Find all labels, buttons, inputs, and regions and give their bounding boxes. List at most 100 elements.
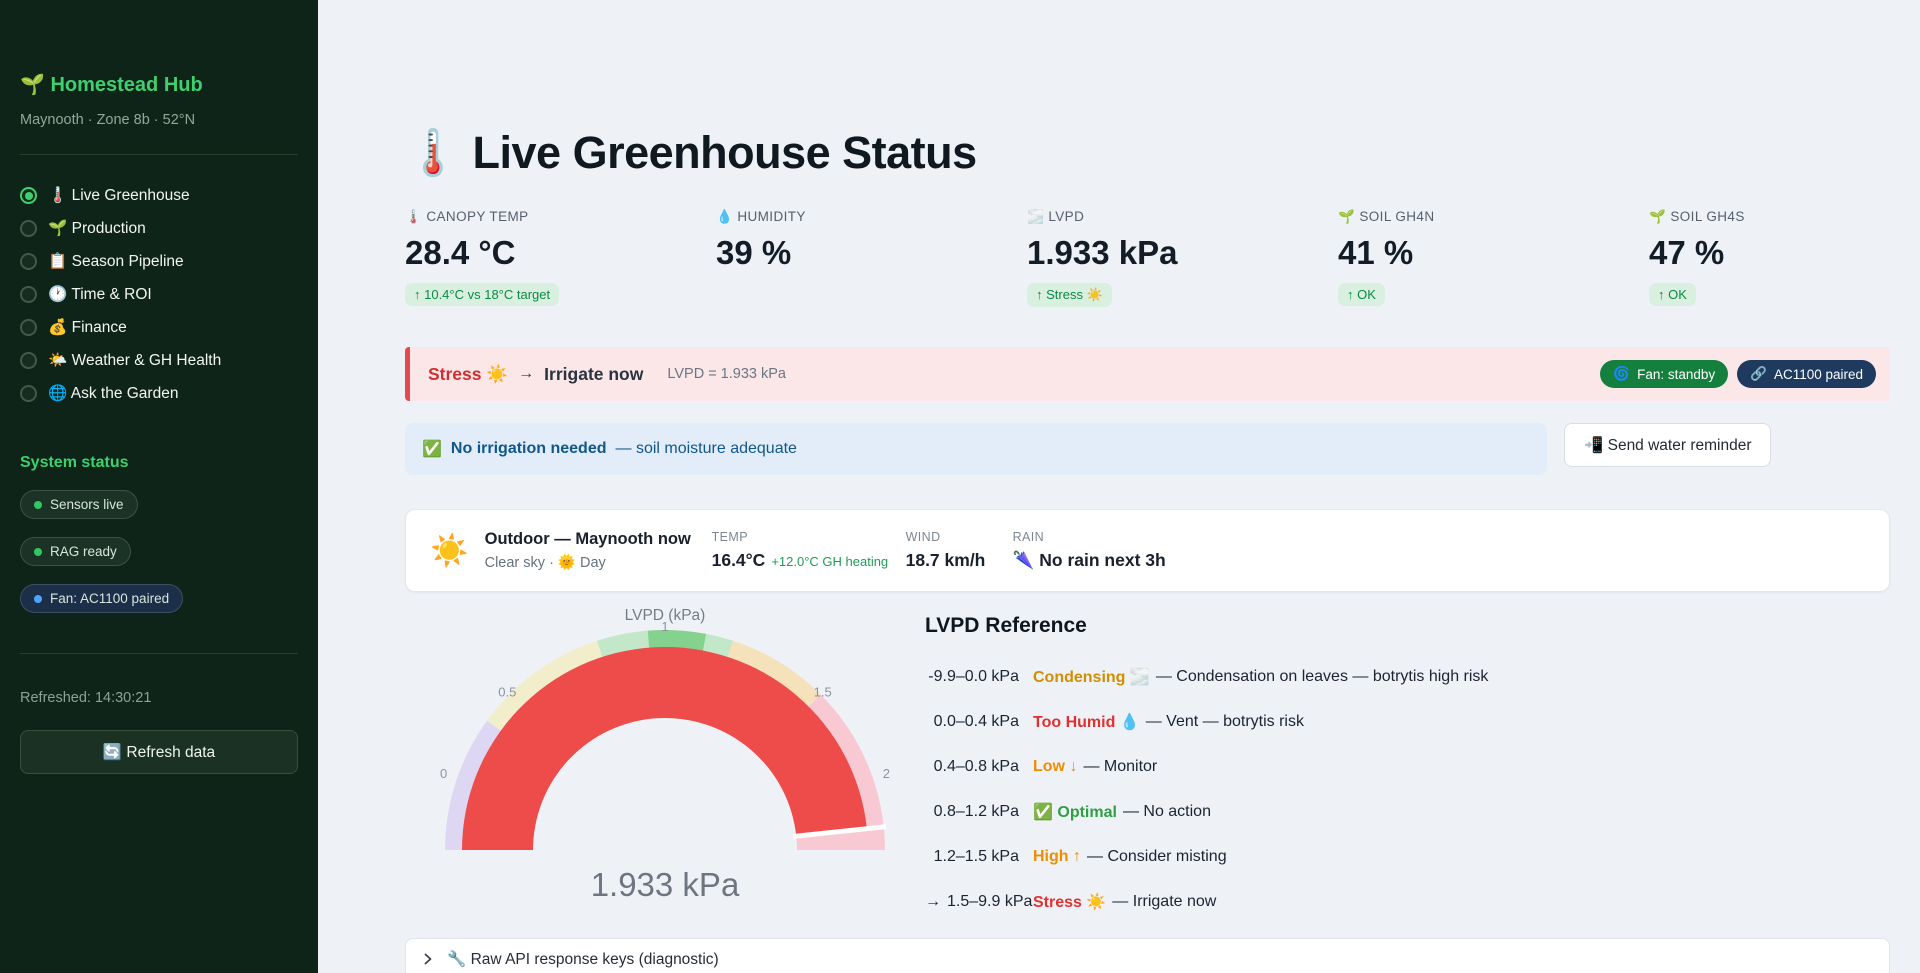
reference-row: 1.2–1.5 kPa High ↑ — Consider misting [925,834,1488,879]
radio-icon [20,352,37,369]
metric-label: 💧 HUMIDITY [716,209,806,224]
sidebar: 🌱 Homestead Hub Maynooth · Zone 8b · 52°… [0,0,318,973]
main-content: 🌡️ Live Greenhouse Status 🌡️ CANOPY TEMP… [318,0,1920,973]
sidebar-item-ask-the-garden[interactable]: 🌐 Ask the Garden [20,377,298,410]
alert-detail: LVPD = 1.933 kPa [667,366,786,382]
reference-desc: — Vent — botrytis risk [1145,712,1304,730]
sidebar-item-time-roi[interactable]: 🕐 Time & ROI [20,278,298,311]
sidebar-item-label: 🌐 Ask the Garden [48,385,179,402]
reference-status: Stress ☀️ [1033,893,1107,911]
sun-icon: ☀️ [430,533,469,568]
wind-label: WIND [905,530,941,544]
sidebar-nav: 🌡️ Live Greenhouse 🌱 Production 📋 Season… [20,179,298,410]
alert-action: Irrigate now [544,363,644,384]
raw-api-expander[interactable]: 🔧 Raw API response keys (diagnostic) [405,938,1890,973]
reference-range: 0.4–0.8 kPa [925,758,1019,776]
sidebar-item-season-pipeline[interactable]: 📋 Season Pipeline [20,245,298,278]
status-dot-icon [34,500,42,509]
reference-rows: -9.9–0.0 kPa Condensing 🌫️ — Condensatio… [925,654,1488,924]
sidebar-item-live-greenhouse[interactable]: 🌡️ Live Greenhouse [20,179,298,212]
current-row-marker: → [925,892,941,910]
metric-value: 1.933 kPa [1027,234,1178,271]
reference-row: 0.0–0.4 kPa Too Humid 💧 — Vent — botryti… [925,699,1488,744]
gauge-svg: 0 0.5 1 1.5 2 LVPD (kPa) 1.933 kPa [440,607,890,903]
status-pill-label: RAG ready [50,544,117,559]
weather-title: Outdoor — Maynooth now [484,530,691,548]
radio-icon [20,385,37,402]
check-icon: ✅ [422,441,442,458]
status-pill-rag: RAG ready [20,537,131,566]
metrics-row: 🌡️ CANOPY TEMP 28.4 °C ↑ 10.4°C vs 18°C … [405,209,1890,307]
range-text: 0.0–0.4 kPa [933,712,1019,730]
metric-delta-badge: ↑ Stress ☀️ [1027,283,1112,307]
sidebar-item-production[interactable]: 🌱 Production [20,212,298,245]
sidebar-item-label: 🌡️ Live Greenhouse [48,187,190,204]
status-dot-icon [34,547,42,556]
stress-alert-banner: Stress ☀️ → Irrigate now LVPD = 1.933 kP… [405,347,1890,401]
refresh-data-button[interactable]: 🔄 Refresh data [20,730,298,774]
metric-soil-gh4s: 🌱 SOIL GH4S 47 % ↑ OK [1649,209,1920,307]
status-dot-icon [34,594,42,603]
sidebar-item-label: 🌤️ Weather & GH Health [48,352,222,369]
metric-label: 🌱 SOIL GH4S [1649,209,1745,224]
svg-text:0.5: 0.5 [498,684,516,699]
svg-text:LVPD (kPa): LVPD (kPa) [625,607,706,624]
send-water-reminder-button[interactable]: 📲 Send water reminder [1564,423,1772,467]
lvpd-reference-panel: LVPD Reference -9.9–0.0 kPa Condensing 🌫… [925,600,1488,924]
fan-icon: 🌀 [1613,366,1631,381]
radio-icon [20,220,37,237]
charts-row: 0 0.5 1 1.5 2 LVPD (kPa) 1.933 kPa LVPD Refere… [405,600,1890,924]
reference-desc: — Consider misting [1087,847,1227,865]
range-text: 1.5–9.9 kPa [947,892,1033,910]
sidebar-item-finance[interactable]: 💰 Finance [20,311,298,344]
metric-value: 41 % [1338,234,1414,271]
sidebar-item-label: 💰 Finance [48,319,127,336]
metric-label: 🌱 SOIL GH4N [1338,209,1435,224]
sidebar-item-label: 📋 Season Pipeline [48,253,184,270]
range-text: 0.4–0.8 kPa [933,757,1019,775]
app-title: 🌱 Homestead Hub [20,74,203,96]
status-pill-sensors: Sensors live [20,490,138,519]
sidebar-item-weather-gh-health[interactable]: 🌤️ Weather & GH Health [20,344,298,377]
reference-row: 0.8–1.2 kPa ✅ Optimal — No action [925,789,1488,834]
reference-row: 0.4–0.8 kPa Low ↓ — Monitor [925,744,1488,789]
status-pill-label: Sensors live [50,497,124,512]
fan-pill-label: Fan: standby [1637,366,1716,382]
reference-desc: — Condensation on leaves — botrytis high… [1155,667,1489,685]
info-message-rest: — soil moisture adequate [615,440,797,457]
metric-delta-badge: ↑ OK [1338,283,1385,306]
reference-status: High ↑ [1033,847,1081,865]
fan-status-pill: 🌀 Fan: standby [1600,360,1729,388]
arrow-icon: → [518,365,535,382]
refreshed-timestamp: Refreshed: 14:30:21 [20,690,152,706]
reference-desc: — Irrigate now [1112,892,1217,910]
weather-wind-col: WIND 18.7 km/h [906,530,1013,571]
reference-status: Too Humid 💧 [1033,713,1140,731]
reference-range: 1.2–1.5 kPa [925,848,1019,866]
radio-icon [20,253,37,270]
reference-title: LVPD Reference [925,614,1087,637]
metric-soil-gh4n: 🌱 SOIL GH4N 41 % ↑ OK [1338,209,1649,307]
reference-desc: — No action [1122,802,1211,820]
svg-text:2: 2 [883,766,890,781]
rain-value: 🌂 No rain next 3h [1012,550,1166,570]
status-pill-fan: Fan: AC1100 paired [20,584,184,613]
reference-status: Low ↓ [1033,757,1078,775]
svg-text:0: 0 [440,766,447,781]
metric-label: 🌡️ CANOPY TEMP [405,209,529,224]
reference-range: -9.9–0.0 kPa [925,668,1019,686]
system-status-title: System status [20,454,129,471]
sidebar-item-label: 🕐 Time & ROI [48,286,152,303]
temp-label: TEMP [711,530,748,544]
divider [20,154,298,155]
weather-rain-col: RAIN 🌂 No rain next 3h [1013,530,1166,571]
sidebar-item-label: 🌱 Production [48,220,146,237]
link-icon: 🔗 [1750,366,1767,381]
lvpd-gauge-chart: 0 0.5 1 1.5 2 LVPD (kPa) 1.933 kPa [405,600,925,924]
reference-range: 0.0–0.4 kPa [925,713,1019,731]
alert-pill-group: 🌀 Fan: standby 🔗 AC1100 paired [1600,360,1876,388]
weather-temp-col: TEMP 16.4°C +12.0°C GH heating [712,530,906,571]
radio-icon [20,319,37,336]
weather-location: Outdoor — Maynooth now Clear sky · 🌞 Day [485,530,712,571]
pairing-pill-label: AC1100 paired [1773,366,1863,382]
